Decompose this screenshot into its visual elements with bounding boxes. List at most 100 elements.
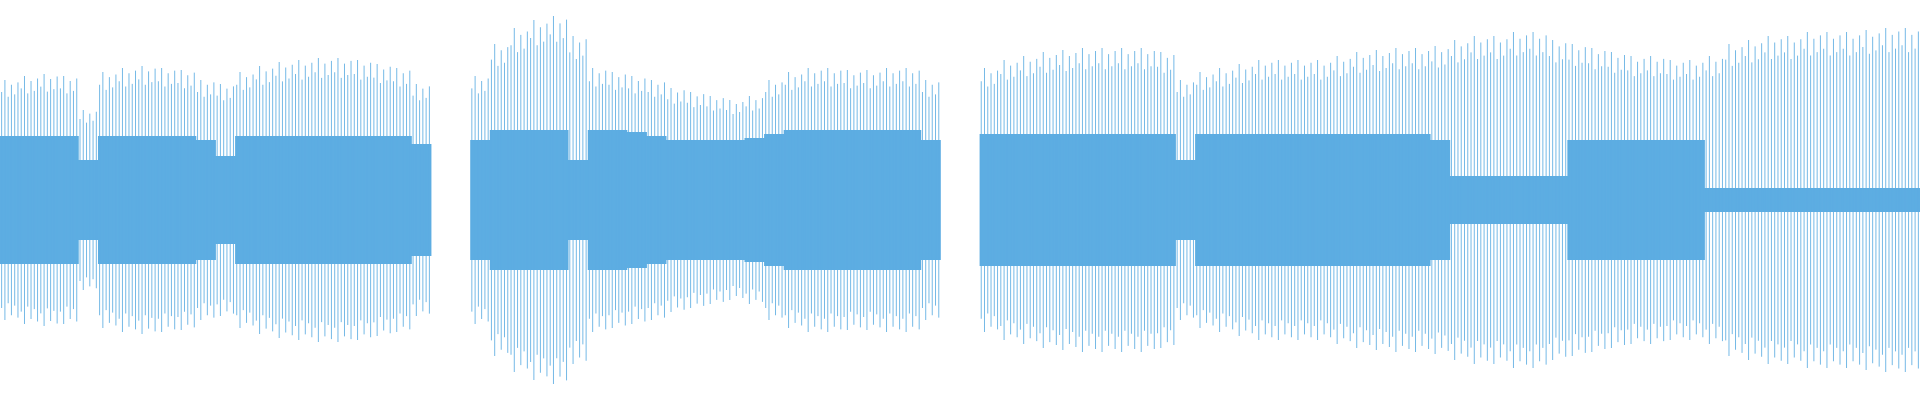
wave-peaks <box>1705 56 1723 344</box>
wave-core <box>862 130 883 270</box>
wave-peaks <box>1431 46 1449 354</box>
wave-peaks <box>1842 32 1861 368</box>
wave-core <box>1155 134 1176 266</box>
wave-peaks <box>1490 36 1508 364</box>
wave-core <box>58 136 79 264</box>
wave-peaks <box>1059 50 1077 350</box>
wave-peaks <box>236 72 254 328</box>
wave-core <box>1488 176 1509 224</box>
wave-peaks <box>1392 48 1410 352</box>
wave-peaks <box>20 76 39 324</box>
wave-peaks <box>1450 40 1469 360</box>
wave-peaks <box>1881 28 1900 372</box>
wave-core <box>293 136 314 264</box>
wave-peaks <box>392 68 411 332</box>
wave-core <box>901 130 922 270</box>
wave-peaks <box>1039 52 1057 348</box>
wave-core <box>470 140 491 260</box>
wave-core <box>1018 134 1039 266</box>
wave-peaks <box>667 88 685 312</box>
wave-peaks <box>373 64 391 336</box>
wave-core <box>333 136 354 264</box>
wave-core <box>1743 188 1764 212</box>
wave-core <box>979 134 1000 266</box>
wave-peaks <box>686 92 705 308</box>
wave-peaks <box>784 72 803 328</box>
wave-peaks <box>1862 30 1880 370</box>
wave-peaks <box>216 84 234 316</box>
wave-peaks <box>1215 68 1234 332</box>
wave-core <box>744 138 765 262</box>
wave-core <box>1116 134 1137 266</box>
wave-peaks <box>138 66 156 334</box>
wave-core <box>646 136 667 264</box>
wave-peaks <box>1176 80 1194 320</box>
wave-core <box>1410 134 1431 266</box>
wave-peaks <box>1352 52 1371 348</box>
wave-core <box>391 136 412 264</box>
wave-peaks <box>1313 60 1332 340</box>
wave-core <box>1077 134 1098 266</box>
wave-peaks <box>1686 60 1704 340</box>
wave-peaks <box>1529 32 1547 368</box>
wave-core <box>1351 134 1372 266</box>
wave-peaks <box>471 76 489 324</box>
wave-peaks <box>804 68 822 332</box>
wave-peaks <box>1823 32 1841 368</box>
wave-peaks <box>1901 28 1919 372</box>
wave-core <box>1822 188 1843 212</box>
wave-core <box>1880 188 1901 212</box>
wave-core <box>156 136 177 264</box>
wave-peaks <box>765 80 783 320</box>
wave-peaks <box>490 44 509 356</box>
wave-core <box>39 136 60 264</box>
wave-core <box>1528 176 1549 224</box>
wave-peaks <box>1000 60 1018 340</box>
wave-core <box>1273 134 1294 266</box>
wave-core <box>1567 140 1588 260</box>
wave-core <box>235 136 256 264</box>
wave-core <box>254 136 275 264</box>
wave-peaks <box>1646 56 1665 344</box>
wave-peaks <box>1157 52 1175 348</box>
wave-core <box>1841 188 1862 212</box>
wave-core <box>1626 140 1647 260</box>
wave-core <box>528 130 549 270</box>
wave-core <box>1704 188 1725 212</box>
wave-peaks <box>1372 50 1390 350</box>
wave-core <box>137 136 158 264</box>
wave-peaks <box>569 36 587 364</box>
wave-core <box>1391 134 1412 266</box>
wave-core <box>0 136 20 264</box>
wave-core <box>568 160 589 240</box>
wave-core <box>1293 134 1314 266</box>
wave-core <box>1606 140 1627 260</box>
wave-core <box>803 130 824 270</box>
wave-core <box>783 130 804 270</box>
wave-core <box>1430 140 1451 260</box>
wave-core <box>1645 140 1666 260</box>
wave-peaks <box>1470 36 1488 364</box>
wave-peaks <box>1117 48 1136 352</box>
wave-core <box>372 136 393 264</box>
wave-peaks <box>177 70 195 330</box>
wave-peaks <box>1235 64 1253 336</box>
wave-peaks <box>1627 56 1645 344</box>
wave-core <box>1312 134 1333 266</box>
wave-peaks <box>1411 48 1430 352</box>
wave-peaks <box>1509 32 1528 368</box>
wave-core <box>117 136 138 264</box>
wave-core <box>313 136 334 264</box>
wave-core <box>1175 160 1196 240</box>
wave-core <box>1665 140 1686 260</box>
wave-peaks <box>549 16 568 384</box>
wave-core <box>1763 188 1784 212</box>
wave-peaks <box>1255 60 1273 340</box>
wave-peaks <box>921 80 940 320</box>
wave-core <box>1547 176 1568 224</box>
wave-core <box>999 134 1020 266</box>
wave-core <box>920 140 941 260</box>
wave-peaks <box>1764 36 1782 364</box>
